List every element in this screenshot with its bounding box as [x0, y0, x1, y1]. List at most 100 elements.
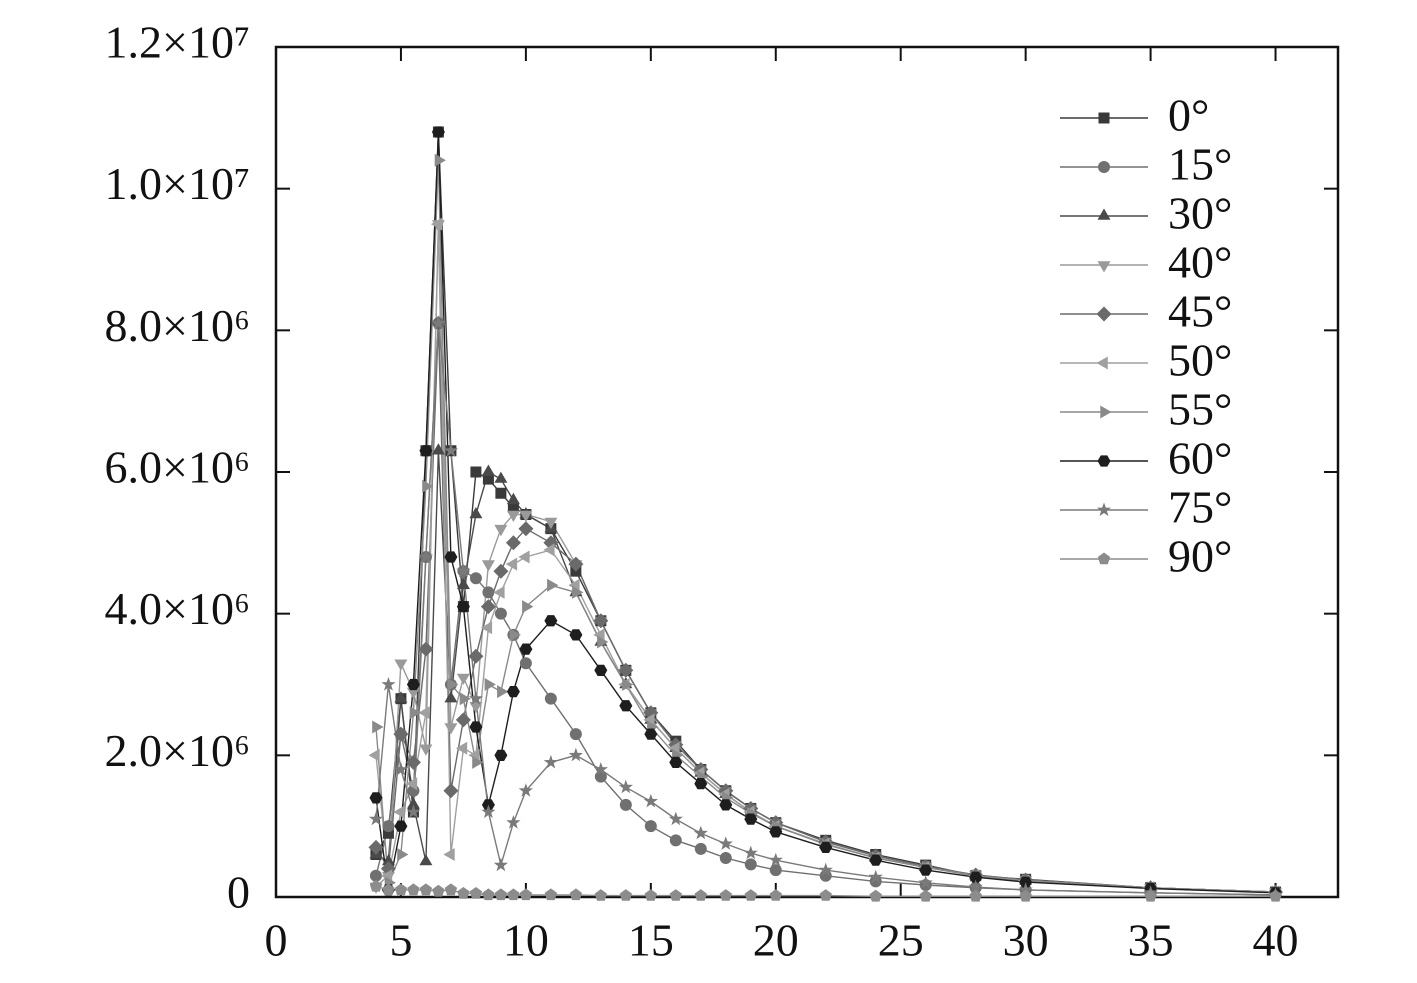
marker — [493, 585, 505, 599]
marker — [622, 678, 634, 691]
marker — [444, 551, 458, 563]
marker — [719, 852, 732, 865]
series-line — [375, 323, 1276, 896]
marker — [506, 686, 520, 698]
marker — [493, 563, 509, 579]
marker — [543, 535, 559, 551]
marker — [769, 826, 783, 838]
marker — [494, 524, 508, 537]
marker — [919, 864, 933, 876]
marker — [593, 613, 609, 629]
marker — [494, 607, 507, 620]
marker — [668, 811, 683, 826]
marker — [769, 864, 782, 877]
marker — [394, 883, 408, 896]
marker — [693, 825, 708, 840]
marker — [506, 815, 521, 829]
marker — [394, 691, 408, 703]
marker — [418, 706, 430, 720]
marker — [444, 691, 458, 703]
marker — [618, 662, 634, 678]
legend-label: 75° — [1168, 482, 1232, 533]
legend-label: 90° — [1168, 531, 1232, 582]
marker — [1019, 876, 1033, 888]
marker — [718, 836, 733, 850]
marker — [968, 879, 983, 894]
marker — [518, 550, 530, 564]
marker — [381, 677, 396, 691]
marker — [418, 549, 434, 564]
marker — [819, 841, 833, 853]
marker — [719, 799, 733, 811]
marker — [643, 713, 655, 727]
marker — [918, 875, 933, 889]
marker — [1097, 261, 1111, 273]
marker — [468, 691, 483, 705]
x-tick-label: 10 — [503, 915, 549, 966]
marker — [444, 723, 458, 735]
marker — [419, 883, 433, 896]
series-line — [375, 131, 1276, 894]
marker — [432, 884, 445, 897]
series-line — [375, 323, 1276, 893]
marker — [544, 615, 558, 627]
marker — [1144, 889, 1157, 902]
marker — [480, 599, 496, 615]
legend-label: 15° — [1168, 139, 1232, 190]
marker — [495, 487, 507, 499]
marker — [459, 692, 471, 706]
marker — [594, 664, 608, 676]
marker — [443, 443, 459, 457]
marker — [543, 754, 558, 769]
x-tick-label: 15 — [628, 915, 674, 966]
marker — [969, 871, 983, 883]
marker — [544, 692, 557, 705]
marker — [444, 883, 458, 896]
legend-label: 60° — [1168, 433, 1232, 484]
series-line — [375, 224, 1276, 893]
marker — [518, 783, 533, 797]
y-tick-label: 6.0×10⁶ — [105, 442, 250, 493]
marker — [434, 153, 446, 167]
y-tick-label: 2.0×10⁶ — [105, 725, 250, 776]
marker — [405, 754, 421, 770]
x-tick-label: 25 — [878, 915, 924, 966]
marker — [494, 888, 508, 901]
marker — [418, 641, 434, 657]
marker — [668, 741, 680, 755]
marker — [393, 726, 409, 742]
marker — [1096, 356, 1108, 370]
marker — [382, 820, 395, 833]
marker — [1098, 112, 1110, 124]
marker — [430, 217, 443, 231]
marker — [644, 820, 657, 833]
marker — [1097, 208, 1111, 220]
marker — [568, 556, 584, 572]
marker — [619, 889, 632, 901]
marker — [481, 464, 495, 476]
marker — [368, 748, 380, 762]
marker — [469, 507, 483, 519]
marker — [443, 783, 459, 799]
marker — [397, 848, 409, 861]
marker — [544, 517, 558, 530]
marker — [505, 557, 518, 571]
marker — [406, 687, 420, 700]
marker — [969, 889, 982, 902]
x-tick-label: 5 — [389, 915, 412, 966]
marker — [547, 578, 559, 592]
legend-label: 0° — [1168, 90, 1209, 141]
marker — [669, 834, 682, 847]
marker — [569, 629, 583, 641]
marker — [494, 471, 508, 483]
marker — [443, 848, 455, 861]
marker — [472, 755, 484, 769]
marker — [744, 813, 758, 825]
marker — [369, 879, 383, 892]
marker — [519, 643, 533, 655]
legend-label: 30° — [1168, 188, 1232, 239]
marker — [382, 827, 394, 839]
marker — [457, 887, 470, 899]
y-tick-label: 4.0×10⁶ — [105, 583, 250, 634]
marker — [509, 628, 521, 642]
